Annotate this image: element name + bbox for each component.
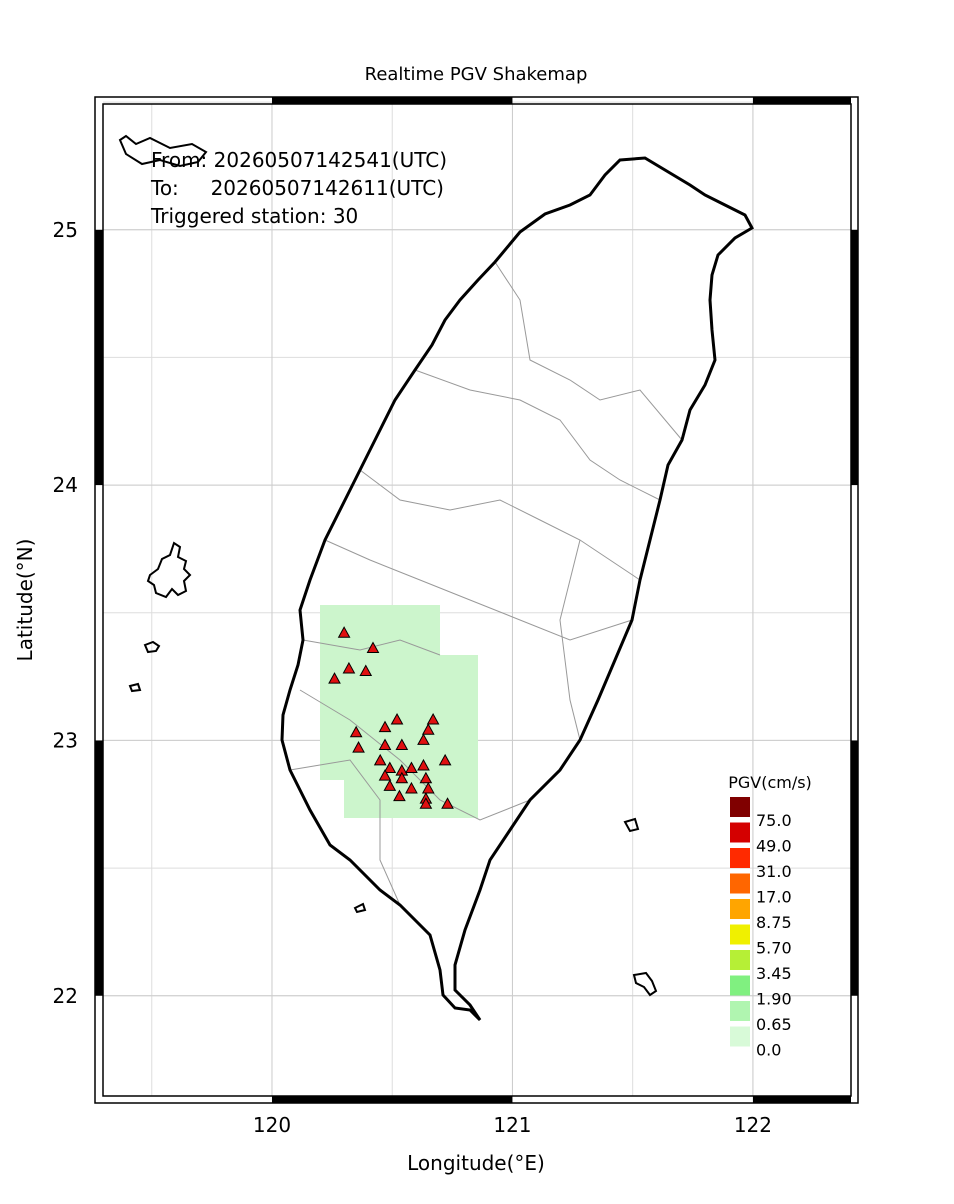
legend-label: 17.0 <box>756 888 792 907</box>
legend-swatch <box>730 848 750 868</box>
legend-label: 8.75 <box>756 913 792 932</box>
frame-bar <box>752 1096 851 1103</box>
legend-swatch <box>730 1026 750 1047</box>
legend-label: 75.0 <box>756 811 792 830</box>
station <box>328 672 341 684</box>
legend-swatch <box>730 822 750 843</box>
y-tick-label: 23 <box>53 728 78 752</box>
station <box>417 758 430 771</box>
station <box>405 781 418 794</box>
legend-swatch <box>730 797 750 817</box>
station <box>405 761 418 774</box>
legend-label: 3.45 <box>756 964 792 983</box>
frame-bar <box>851 740 858 996</box>
station <box>395 738 409 751</box>
pgv-area <box>320 605 478 818</box>
legend-swatch <box>730 1001 750 1021</box>
taiwan-coast <box>280 156 755 1022</box>
legend-swatch <box>730 950 750 970</box>
frame-bar <box>95 740 103 996</box>
info-count: Triggered station: 30 <box>150 204 358 228</box>
legend-label: 0.65 <box>756 1015 792 1034</box>
frame-bar <box>95 229 103 486</box>
station <box>417 733 430 745</box>
legend-swatch <box>730 873 750 894</box>
y-tick-label: 25 <box>53 218 78 242</box>
legend-label: 31.0 <box>756 862 792 881</box>
x-tick-label: 121 <box>493 1113 531 1137</box>
station <box>359 664 373 676</box>
legend-swatch <box>730 899 750 919</box>
frame-bar <box>851 229 858 486</box>
station <box>373 753 387 766</box>
legend-label: 1.90 <box>756 990 792 1009</box>
y-tick-label: 22 <box>53 984 78 1008</box>
station <box>419 797 433 809</box>
frame-inner <box>102 103 852 1097</box>
station <box>342 661 356 674</box>
station <box>337 626 351 638</box>
station <box>366 641 380 654</box>
frame-bar <box>271 1096 513 1103</box>
islands <box>118 134 658 997</box>
info-to: To: 20260507142611(UTC) <box>150 176 444 200</box>
station <box>395 771 409 784</box>
station <box>378 720 392 733</box>
station <box>378 769 392 781</box>
legend-label: 49.0 <box>756 837 792 856</box>
station <box>421 723 435 735</box>
station <box>352 741 365 753</box>
station <box>438 753 452 766</box>
station <box>378 738 392 751</box>
legend-swatch <box>730 924 750 945</box>
chart-title: Realtime PGV Shakemap <box>365 64 588 85</box>
station <box>383 761 397 774</box>
county-borders <box>289 261 683 906</box>
legend-label: 5.70 <box>756 939 792 958</box>
station <box>426 712 440 725</box>
station <box>421 781 435 794</box>
y-axis-label: Latitude(°N) <box>13 539 37 662</box>
x-tick-label: 122 <box>734 1113 772 1137</box>
frame-bar <box>752 97 851 104</box>
legend-label: 0.0 <box>756 1041 781 1060</box>
x-tick-label: 120 <box>253 1113 291 1137</box>
x-axis-label: Longitude(°E) <box>407 1151 545 1175</box>
station <box>390 712 404 725</box>
frame-bar <box>271 97 513 104</box>
y-tick-label: 24 <box>53 473 78 497</box>
station <box>393 789 406 802</box>
station <box>441 797 454 809</box>
legend-swatch <box>730 975 750 996</box>
station <box>383 779 397 791</box>
legend-title: PGV(cm/s) <box>728 773 812 792</box>
grid <box>103 101 851 1096</box>
station <box>349 725 363 738</box>
station <box>419 771 433 784</box>
info-from: From: 20260507142541(UTC) <box>151 148 447 172</box>
